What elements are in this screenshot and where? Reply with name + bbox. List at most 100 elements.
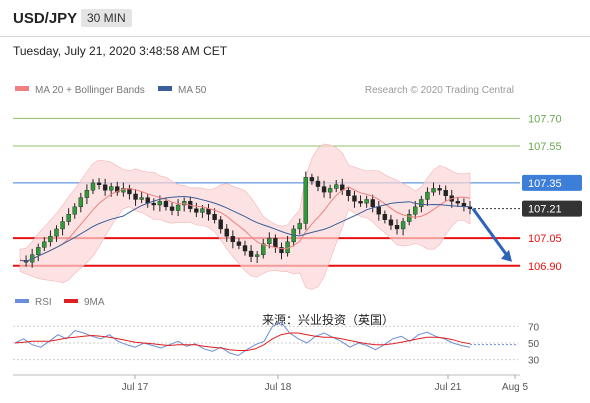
bollinger-band (19, 143, 471, 290)
candle-body-9 (72, 206, 77, 215)
ma9-legend-label: 9MA (84, 297, 105, 308)
candle-body-63 (400, 221, 406, 230)
candle-body-44 (285, 241, 290, 254)
candle-body-68 (431, 188, 436, 193)
candle-body-38 (248, 250, 254, 257)
candle-body-32 (212, 214, 217, 220)
price-badge-label-3: 107.21 (528, 204, 562, 216)
candle-body-71 (449, 195, 454, 202)
rsi-legend-swatch (15, 299, 29, 303)
price-label-0: 107.70 (528, 113, 562, 125)
candle-body-34 (224, 228, 229, 237)
candle-body-37 (242, 245, 248, 252)
candle-body-64 (406, 214, 412, 222)
ma20-legend-swatch (15, 86, 29, 91)
candle-body-3 (36, 247, 41, 255)
credit-text: Research © 2020 Trading Central (365, 85, 514, 96)
candle-body-21 (145, 197, 150, 204)
candle-body-22 (151, 202, 156, 206)
candle-body-51 (327, 188, 333, 193)
candle-body-50 (321, 186, 327, 193)
x-tick-label-3: Aug 5 (502, 382, 529, 393)
candle-body-27 (181, 201, 187, 206)
candle-body-56 (358, 201, 363, 204)
timeframe-badge[interactable]: 30 MIN (81, 9, 132, 27)
watermark-text: 来源：兴业投资（英国） (262, 312, 394, 327)
candle-body-62 (394, 225, 400, 230)
price-label-5: 106.90 (528, 261, 562, 273)
candle-body-24 (163, 201, 169, 208)
projection-arrow (471, 207, 510, 258)
rsi-ma9-line (14, 332, 471, 351)
candle-body-74 (467, 206, 473, 209)
candle-body-60 (382, 214, 388, 220)
candle-body-73 (461, 202, 467, 208)
levels-layer (13, 117, 520, 267)
ma9-legend-swatch (64, 299, 78, 303)
candle-body-20 (139, 197, 144, 200)
price-badge-3 (522, 200, 582, 217)
candle-body-49 (315, 180, 321, 187)
candle-body-11 (84, 190, 90, 198)
candle-body-10 (78, 197, 84, 208)
rsi-line (14, 321, 471, 357)
candle-body-25 (169, 206, 175, 211)
candle-body-47 (303, 177, 309, 224)
candle-body-70 (443, 190, 448, 196)
price-label-1: 107.55 (528, 141, 562, 153)
candle-body-31 (206, 208, 211, 215)
candle-body-29 (194, 208, 199, 213)
candle-body-4 (42, 241, 47, 248)
candle-body-48 (309, 177, 315, 182)
ma50-legend-label: MA 50 (178, 85, 207, 96)
rsi-layer: 70 50 30 (13, 321, 540, 367)
candle-body-39 (254, 254, 260, 257)
candle-body-53 (340, 184, 345, 191)
price-box-4 (522, 230, 582, 247)
rsi-tick-0: 70 (528, 322, 540, 333)
ma-layer (19, 186, 471, 262)
candles-layer (23, 171, 473, 268)
candle-body-54 (346, 190, 351, 196)
candle-body-2 (29, 254, 35, 263)
candle-body-65 (413, 206, 418, 215)
candle-body-42 (273, 237, 278, 248)
candle-body-15 (109, 186, 114, 191)
candle-body-66 (419, 199, 424, 208)
candle-body-1 (23, 260, 29, 263)
price-badge-label-2: 107.35 (528, 178, 562, 190)
ma50-line (19, 195, 471, 262)
rsi-tick-2: 30 (528, 356, 540, 367)
symbol-title: USD/JPY (13, 10, 78, 27)
x-tick-label-2: Jul 21 (435, 382, 462, 393)
candle-body-23 (157, 201, 163, 206)
rsi-legend-label: RSI (35, 297, 52, 308)
candle-body-30 (200, 208, 205, 213)
candle-body-41 (267, 237, 272, 244)
candle-body-52 (334, 184, 339, 189)
ma20-legend-label: MA 20 + Bollinger Bands (35, 85, 145, 96)
x-tick-label-0: Jul 17 (122, 382, 149, 393)
timestamp: Tuesday, July 21, 2020 3:48:58 AM CET (13, 44, 228, 58)
price-box-5 (522, 257, 582, 274)
price-label-4: 107.05 (528, 233, 562, 245)
candle-body-13 (96, 182, 102, 185)
candle-body-45 (291, 228, 296, 243)
projection-layer (471, 207, 512, 262)
chart-header: USD/JPY 30 MIN (0, 0, 590, 37)
candle-body-57 (364, 199, 369, 204)
candle-body-8 (66, 214, 71, 222)
candle-body-55 (352, 195, 357, 202)
candle-body-46 (297, 223, 302, 230)
candle-body-67 (425, 191, 430, 200)
candle-body-36 (236, 241, 242, 246)
price-badge-2 (522, 174, 582, 191)
candle-body-72 (455, 201, 461, 204)
projection-arrowhead (501, 249, 512, 262)
candle-body-7 (60, 221, 65, 230)
candle-body-35 (230, 236, 236, 243)
candle-body-28 (188, 201, 193, 209)
candle-body-26 (175, 204, 181, 211)
candle-body-14 (102, 184, 108, 191)
candle-body-43 (279, 247, 284, 254)
